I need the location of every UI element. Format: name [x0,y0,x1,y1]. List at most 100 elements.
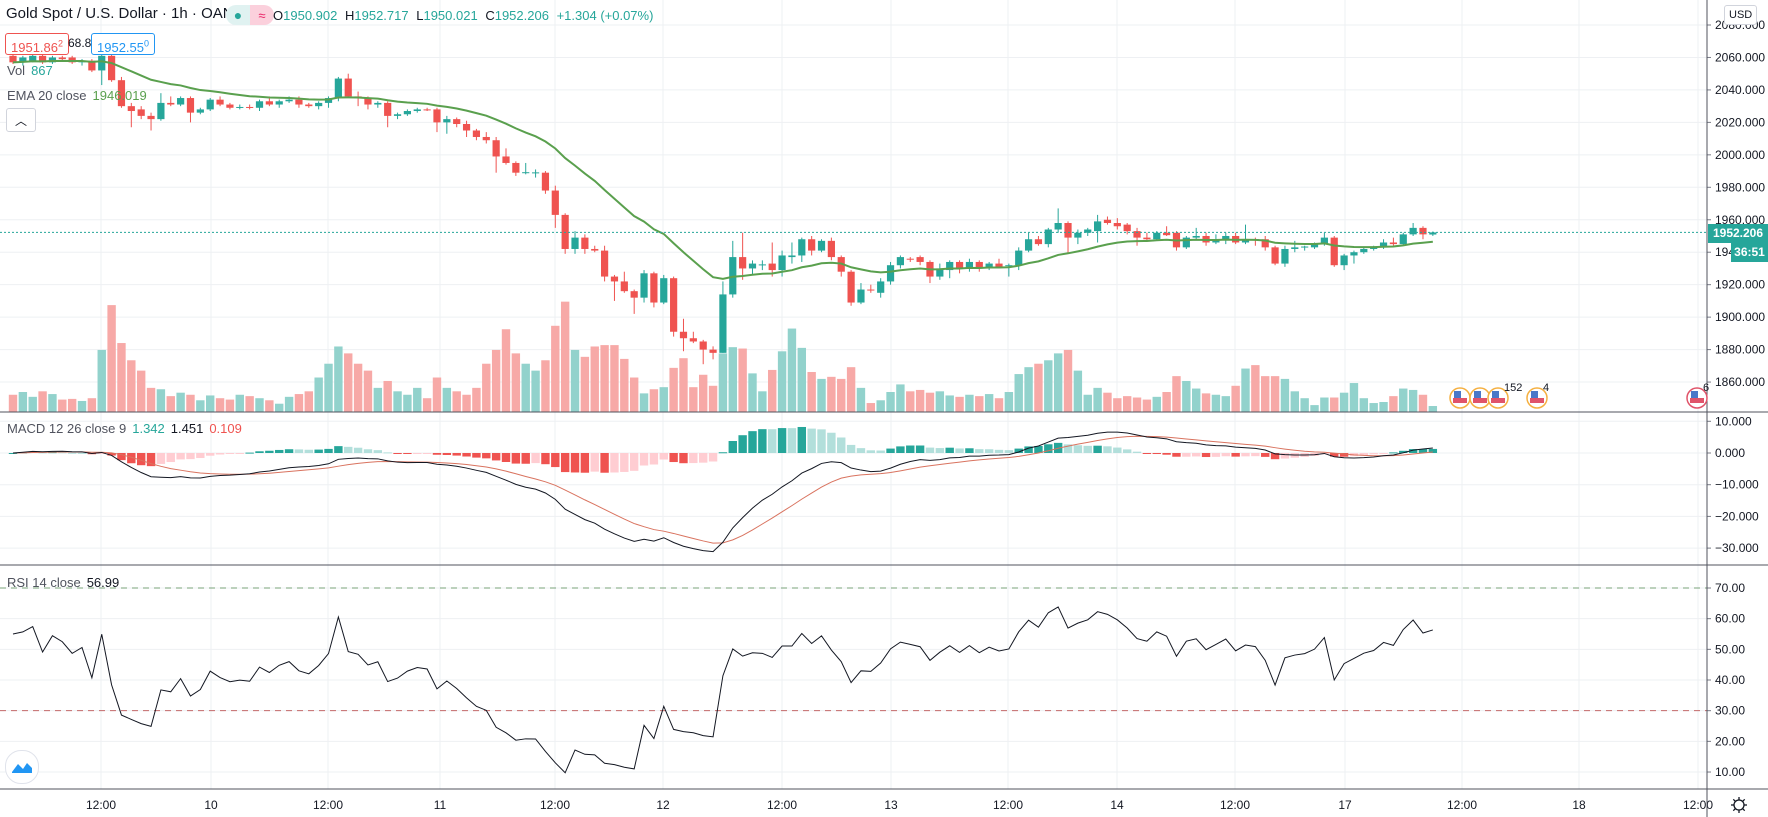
candle-body [896,257,904,266]
macd-histogram-bar [610,453,619,473]
rsi-legend[interactable]: RSI 14 close 56.99 [7,575,119,590]
volume-bar [787,328,797,412]
candle-body [1015,250,1023,266]
close-label: C [485,8,495,23]
candle-body [1182,237,1190,248]
delayed-wave-icon[interactable]: ≈ [250,5,274,25]
macd-histogram-bar [906,445,915,453]
candle-body [374,102,382,105]
candle-body [413,109,421,112]
volume-bar [620,358,629,412]
time-tick-label: 14 [1110,798,1124,812]
volume-bar [462,394,471,412]
candle-body [1143,237,1151,240]
volume-bar [600,345,609,412]
macd-line [12,431,1433,553]
candle-body [965,261,974,269]
candle-body [1291,247,1299,249]
flag-canton [1492,391,1499,398]
candle-body [295,99,303,105]
macd-histogram-bar [521,453,530,464]
macd-legend[interactable]: MACD 12 26 close 9 1.342 1.451 0.109 [7,421,242,436]
volume-bar [1132,397,1142,412]
macd-histogram-bar [1418,449,1428,453]
volume-bar [38,391,47,412]
volume-bar [876,400,885,412]
market-open-dot-icon[interactable]: ● [226,5,250,25]
flag-canton [1691,391,1698,398]
volume-bar [1063,349,1073,412]
candle-body [630,291,638,298]
us-flag-icon[interactable] [1686,387,1708,409]
volume-bar [1182,380,1191,412]
rsi-tick-label: 20.00 [1715,734,1745,748]
macd-tick-label: −10.000 [1715,478,1759,492]
macd-histogram-bar [620,453,629,472]
chart-settings-button[interactable] [1728,795,1750,815]
volume-bar [245,396,254,412]
macd-histogram-bar [758,429,767,453]
macd-histogram-bar [117,453,126,461]
candle-body [1113,223,1121,227]
volume-legend[interactable]: Vol 867 [7,63,53,78]
rsi-tick-label: 10.00 [1715,765,1745,779]
macd-histogram-bar [531,453,540,464]
tradingview-logo[interactable] [5,750,39,784]
candle-body [1222,235,1230,240]
macd-histogram-bar [422,453,432,454]
status-pills[interactable]: ● ≈ [226,5,274,25]
volume-bar [1330,397,1339,412]
volume-bar [797,347,806,412]
volume-bar [1004,392,1014,412]
macd-label: MACD 12 26 close 9 [7,421,127,436]
candle-body [29,55,37,61]
candle-body [817,240,826,251]
volume-bar [1192,388,1201,412]
macd-histogram-bar [876,450,885,453]
us-flag-icon[interactable] [1469,387,1491,409]
volume-bar [955,396,964,412]
sell-price-button[interactable]: 1951.862 [5,33,70,56]
ema-legend[interactable]: EMA 20 close 1946.019 [7,88,147,103]
macd-histogram-bar [432,453,442,455]
currency-button[interactable]: USD [1724,5,1758,25]
volume-bar [235,394,244,412]
macd-histogram-bar [1192,453,1201,457]
open-value: 1950.902 [283,8,338,23]
candle-body [857,289,865,303]
volume-bar [383,380,392,412]
candle-body [433,109,441,123]
us-flag-icon[interactable] [1449,387,1471,409]
candle-body [1389,242,1397,245]
rsi-line [12,606,1433,774]
volume-bar [117,343,126,412]
volume-bar [28,396,37,412]
macd-histogram-bar [1142,453,1152,454]
macd-histogram-bar [245,452,254,454]
volume-bar [679,358,688,412]
macd-histogram-bar [925,447,935,453]
macd-histogram-bar [452,453,461,456]
volume-bar [1310,405,1319,412]
buy-price-button[interactable]: 1952.550 [91,33,156,56]
macd-histogram-bar [1201,453,1211,458]
us-flag-icon[interactable] [1526,387,1548,409]
low-value: 1950.021 [423,8,478,23]
macd-histogram-bar [560,453,570,473]
macd-histogram-bar [1251,453,1260,457]
us-flag-icon[interactable] [1487,387,1509,409]
symbol-title[interactable]: Gold Spot / U.S. Dollar · 1h · OANDA [6,5,255,22]
volume-bar [1211,394,1221,412]
macd-histogram-bar [97,453,106,454]
collapse-legend-button[interactable]: ︿ [6,108,36,132]
macd-histogram-bar [235,453,244,454]
buy-price: 1952.550 [97,39,150,56]
volume-bar [1142,399,1152,412]
volume-bar [472,387,481,412]
volume-bar [1428,406,1438,412]
volume-bar [294,394,304,412]
candle-body [571,237,579,249]
sell-price: 1951.862 [11,39,64,56]
candle-body [1320,237,1328,245]
